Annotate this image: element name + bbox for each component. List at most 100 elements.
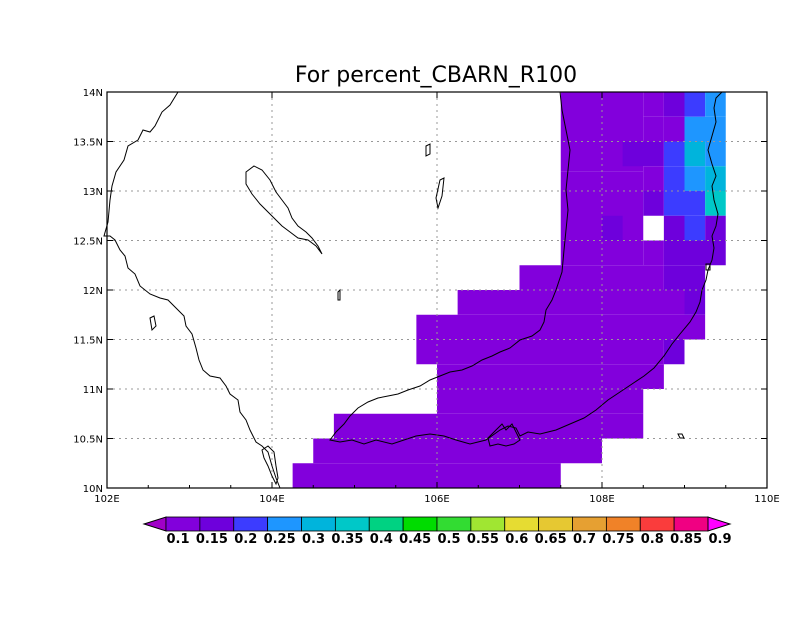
data-cell xyxy=(663,116,685,142)
data-cell xyxy=(705,92,726,117)
y-tick-label: 14N xyxy=(83,88,103,99)
colorbar-label: 0.55 xyxy=(467,532,499,547)
y-axis-ticks: 10N 10.5N 11N 11.5N 12N 12.5N 13N 13.5N 14N xyxy=(73,88,767,495)
island-small-1 xyxy=(149,315,157,332)
colorbar-bin xyxy=(605,516,641,532)
data-cell xyxy=(705,141,726,167)
data-cell xyxy=(663,265,706,290)
data-cell xyxy=(602,215,623,241)
colorbar: 0.1 0.15 0.2 0.25 0.3 0.35 0.4 0.45 0.5 0.55 0.6 0.… xyxy=(142,516,732,547)
colorbar-bin xyxy=(199,516,235,532)
gridlines xyxy=(107,92,767,488)
colorbar-label: 0.9 xyxy=(708,532,731,547)
x-tick-label: 106E xyxy=(424,494,449,505)
colorbar-bin xyxy=(436,516,472,532)
x-tick-label: 104E xyxy=(259,494,284,505)
colorbar-label: 0.15 xyxy=(196,532,228,547)
data-cell xyxy=(333,413,644,439)
island-phu-quoc xyxy=(261,445,279,486)
data-cell xyxy=(663,215,685,241)
y-tick-label: 13N xyxy=(83,187,103,198)
data-cell xyxy=(663,166,685,191)
data-cell xyxy=(643,92,664,117)
y-tick-label: 11.5N xyxy=(73,336,103,347)
data-cell xyxy=(437,389,644,414)
colorbar-label: 0.75 xyxy=(602,532,634,547)
island-small-2 xyxy=(425,143,431,157)
colorbar-bin xyxy=(402,516,438,532)
tonle-sap-lake xyxy=(245,165,323,255)
data-cell xyxy=(684,166,706,191)
data-cell xyxy=(643,116,664,142)
data-cell xyxy=(643,240,664,266)
y-tick-label: 12.5N xyxy=(73,237,103,248)
data-cell xyxy=(416,314,706,340)
colorbar-label: 0.6 xyxy=(505,532,528,547)
island-small-3 xyxy=(435,177,445,210)
colorbar-bin xyxy=(639,516,675,532)
x-tick-label: 110E xyxy=(754,494,779,505)
data-cell xyxy=(684,290,706,315)
colorbar-low-arrow xyxy=(142,516,167,532)
coastline-west xyxy=(103,91,281,489)
data-cell xyxy=(292,463,561,488)
colorbar-label: 0.3 xyxy=(302,532,325,547)
colorbar-bin xyxy=(368,516,404,532)
data-cell xyxy=(643,191,664,216)
data-cell xyxy=(684,92,706,117)
colorbar-label: 0.85 xyxy=(670,532,702,547)
y-tick-label: 10N xyxy=(83,484,103,495)
colorbar-bin xyxy=(334,516,370,532)
colorbar-high-arrow xyxy=(707,516,732,532)
x-axis-ticks: 102E 104E 106E 108E 110E xyxy=(94,92,780,505)
colorbar-label: 0.8 xyxy=(641,532,664,547)
colorbar-bin xyxy=(233,516,269,532)
data-cell xyxy=(663,191,706,216)
colorbar-bin xyxy=(470,516,506,532)
data-cell xyxy=(622,141,664,167)
data-cell xyxy=(519,265,664,290)
colorbar-label: 0.7 xyxy=(573,532,596,547)
data-cell xyxy=(643,166,664,191)
colorbar-bin xyxy=(267,516,302,532)
y-tick-label: 13.5N xyxy=(73,138,103,149)
data-cell xyxy=(663,92,685,117)
island-small-4 xyxy=(337,288,341,301)
coastline xyxy=(103,91,723,489)
colorbar-label: 0.1 xyxy=(166,532,189,547)
data-cell xyxy=(313,438,602,464)
data-cell xyxy=(437,364,664,389)
colorbar-bin xyxy=(504,516,540,532)
colorbar-label: 0.65 xyxy=(535,532,567,547)
x-tick-label: 102E xyxy=(94,494,119,505)
chart-title: For percent_CBARN_R100 xyxy=(295,63,577,88)
colorbar-bin xyxy=(165,516,201,532)
data-cell xyxy=(416,339,664,365)
data-cell xyxy=(684,215,706,241)
data-cell xyxy=(684,116,726,142)
colorbar-label: 0.5 xyxy=(437,532,460,547)
colorbar-bin xyxy=(301,516,336,532)
colorbar-bin xyxy=(572,516,607,532)
y-tick-label: 10.5N xyxy=(73,435,103,446)
data-cell xyxy=(663,141,685,167)
data-cell xyxy=(663,240,726,266)
island-small-6 xyxy=(705,263,711,271)
island-small-5 xyxy=(677,433,685,439)
y-tick-label: 12N xyxy=(83,286,103,297)
data-cells xyxy=(292,92,726,488)
x-tick-label: 108E xyxy=(589,494,614,505)
colorbar-bin xyxy=(673,516,709,532)
colorbar-bin xyxy=(538,516,573,532)
mekong-delta-detail xyxy=(487,423,521,447)
data-cell xyxy=(684,141,706,167)
y-tick-label: 11N xyxy=(83,385,103,396)
data-cell xyxy=(663,339,685,365)
colorbar-label: 0.25 xyxy=(264,532,296,547)
data-cell xyxy=(457,290,685,315)
colorbar-label: 0.45 xyxy=(399,532,431,547)
colorbar-label: 0.2 xyxy=(234,532,257,547)
colorbar-label: 0.35 xyxy=(331,532,363,547)
colorbar-label: 0.4 xyxy=(370,532,393,547)
